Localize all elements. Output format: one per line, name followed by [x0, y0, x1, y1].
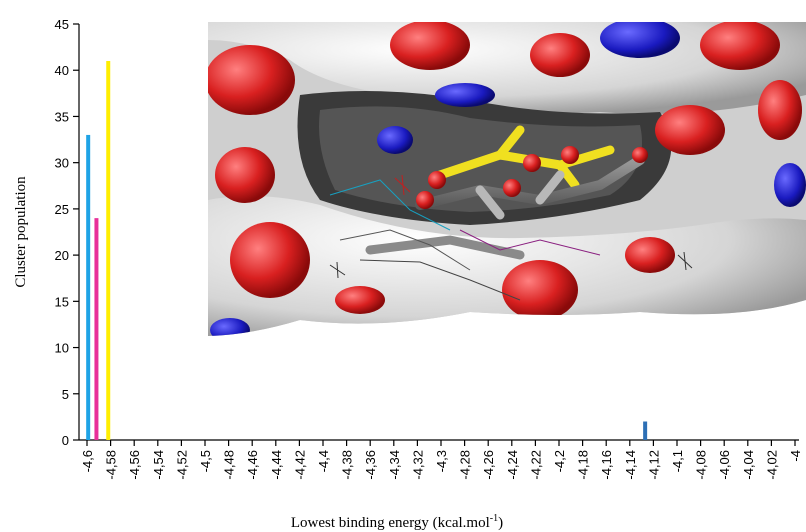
x-tick-label: -4,34 — [387, 450, 402, 480]
x-tick-label: -4,12 — [646, 450, 661, 480]
y-tick-label: 35 — [55, 109, 69, 124]
bar-1 — [86, 134, 91, 440]
x-tick-label: -4,42 — [292, 450, 307, 480]
y-tick-label: 40 — [55, 63, 69, 78]
y-tick-label: 5 — [62, 387, 69, 402]
bar-4 — [643, 421, 648, 440]
x-tick-label: -4,54 — [151, 450, 166, 480]
y-tick-label: 30 — [55, 156, 69, 171]
x-tick-label: -4,52 — [174, 450, 189, 480]
x-tick-label: -4,28 — [458, 450, 473, 480]
x-tick-label: -4,26 — [481, 450, 496, 480]
x-tick-label: -4,1 — [670, 450, 685, 472]
x-tick-label: -4 — [788, 450, 803, 462]
x-tick-label: -4,16 — [599, 450, 614, 480]
bars — [86, 60, 648, 440]
x-tick-label: -4,08 — [694, 450, 709, 480]
x-tick-label: -4,46 — [245, 450, 260, 480]
x-tick-label: -4,24 — [505, 450, 520, 480]
y-tick-label: 10 — [55, 341, 69, 356]
x-axis-title-suffix: ) — [498, 515, 503, 531]
bar-3 — [106, 60, 111, 440]
y-tick-label: 45 — [55, 17, 69, 32]
axes — [78, 24, 799, 441]
x-tick-label: -4,06 — [717, 450, 732, 480]
x-tick-label: -4,58 — [104, 450, 119, 480]
x-tick-label: -4,32 — [410, 450, 425, 480]
x-tick-label: -4,48 — [222, 450, 237, 480]
x-ticks: -4,6 -4,58 -4,56 -4,54 -4,52 -4,5 -4,48 -4,46 -4… — [80, 440, 803, 480]
y-ticks: 0 5 10 15 20 25 30 35 40 45 — [55, 17, 79, 448]
y-tick-label: 25 — [55, 202, 69, 217]
x-tick-label: -4,6 — [80, 450, 95, 472]
molecular-surface-inset — [208, 22, 806, 336]
y-tick-label: 15 — [55, 294, 69, 309]
y-tick-label: 20 — [55, 248, 69, 263]
x-tick-label: -4,14 — [623, 450, 638, 480]
y-axis-title: Cluster population — [13, 176, 29, 288]
x-tick-label: -4,5 — [198, 450, 213, 472]
x-axis-title-main: Lowest binding energy (kcal.mol — [291, 515, 490, 531]
bar-2 — [94, 218, 99, 440]
x-tick-label: -4,2 — [552, 450, 567, 472]
x-tick-label: -4,22 — [528, 450, 543, 480]
x-tick-label: -4,04 — [741, 450, 756, 480]
x-tick-label: -4,56 — [127, 450, 142, 480]
x-axis-title-superscript: -1 — [490, 513, 498, 524]
x-tick-label: -4,4 — [316, 450, 331, 472]
x-tick-label: -4,02 — [764, 450, 779, 480]
x-tick-label: -4,18 — [576, 450, 591, 480]
x-tick-label: -4,38 — [340, 450, 355, 480]
x-tick-label: -4,3 — [434, 450, 449, 472]
x-tick-label: -4,36 — [363, 450, 378, 480]
x-axis-title: Lowest binding energy (kcal.mol-1) — [291, 513, 503, 531]
x-tick-label: -4,44 — [269, 450, 284, 480]
y-tick-label: 0 — [62, 433, 69, 448]
